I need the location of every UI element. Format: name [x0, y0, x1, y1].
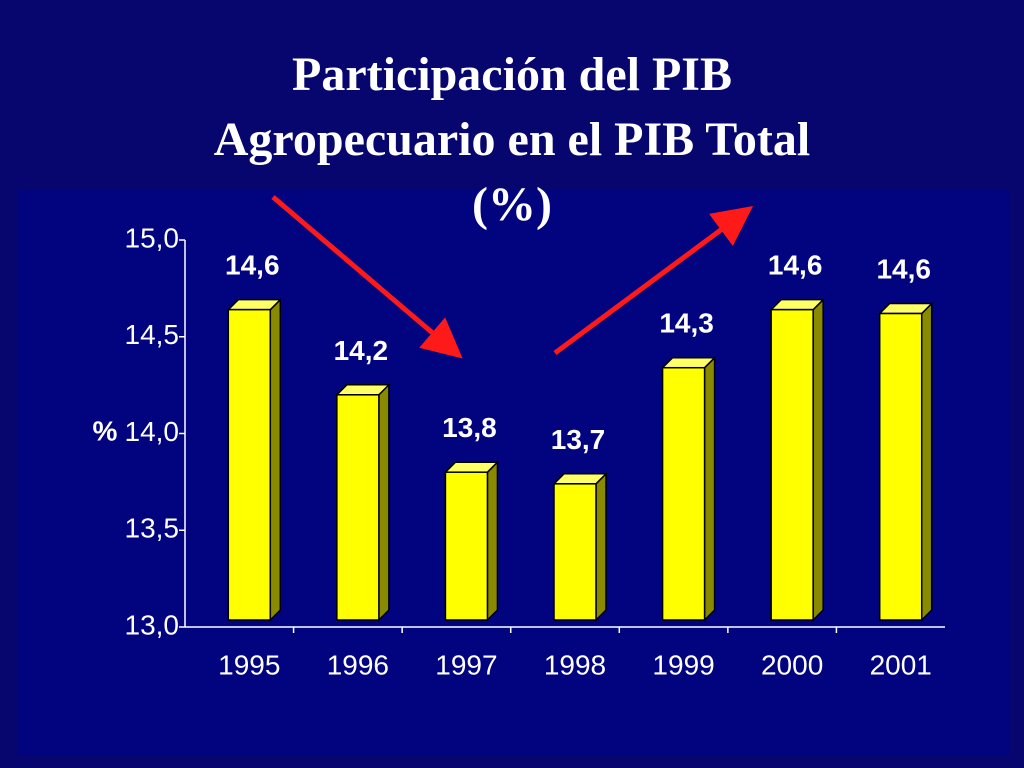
bar-side [486, 460, 499, 622]
data-label: 14,6 [225, 250, 280, 281]
trend-arrow-up [553, 206, 754, 356]
bar [553, 483, 597, 621]
bar-top [552, 473, 608, 485]
bar-side [703, 355, 716, 622]
y-tick-label: 14,5 [125, 319, 180, 350]
y-tick-label: 14,0 [125, 416, 180, 447]
bar-side [920, 301, 933, 622]
bar [661, 366, 706, 621]
bar-side [595, 471, 607, 622]
data-label: 14,6 [876, 254, 931, 285]
bar-top [877, 302, 934, 315]
bar-top [335, 384, 391, 396]
data-label: 14,3 [659, 308, 714, 339]
bar-side [378, 382, 390, 622]
bar [336, 394, 380, 621]
x-tick-label: 1995 [218, 649, 280, 680]
bar [770, 308, 814, 621]
y-axis-label: % [93, 415, 118, 446]
x-tick-label: 1999 [652, 649, 714, 680]
x-tick-label: 1996 [327, 649, 389, 680]
bar [444, 471, 489, 621]
data-label: 14,6 [768, 250, 823, 281]
trend-arrow-down [271, 195, 463, 359]
y-tick-label: 13,0 [125, 609, 180, 640]
data-label: 14,2 [334, 335, 389, 366]
bar [878, 312, 923, 621]
bar-top [769, 298, 825, 311]
y-tick-label: 13,5 [125, 513, 180, 544]
y-tick-label: 15,0 [125, 222, 180, 253]
data-label: 13,7 [551, 424, 606, 455]
chart-panel [18, 190, 1010, 756]
data-label: 13,8 [442, 412, 497, 443]
x-tick-label: 1997 [435, 649, 497, 680]
x-tick-label: 2001 [870, 649, 932, 680]
title-text: Participación del PIB Agropecuario en el … [214, 48, 810, 231]
bar-top [226, 298, 283, 311]
bar-side [269, 297, 282, 622]
x-tick-label: 2000 [761, 649, 823, 680]
bar-top [443, 461, 500, 473]
x-tick-label: 1998 [544, 649, 606, 680]
chart-title: Participación del PIB Agropecuario en el … [214, 48, 810, 231]
bar-side [812, 297, 824, 622]
bar-top [660, 356, 717, 369]
bar [227, 308, 272, 621]
